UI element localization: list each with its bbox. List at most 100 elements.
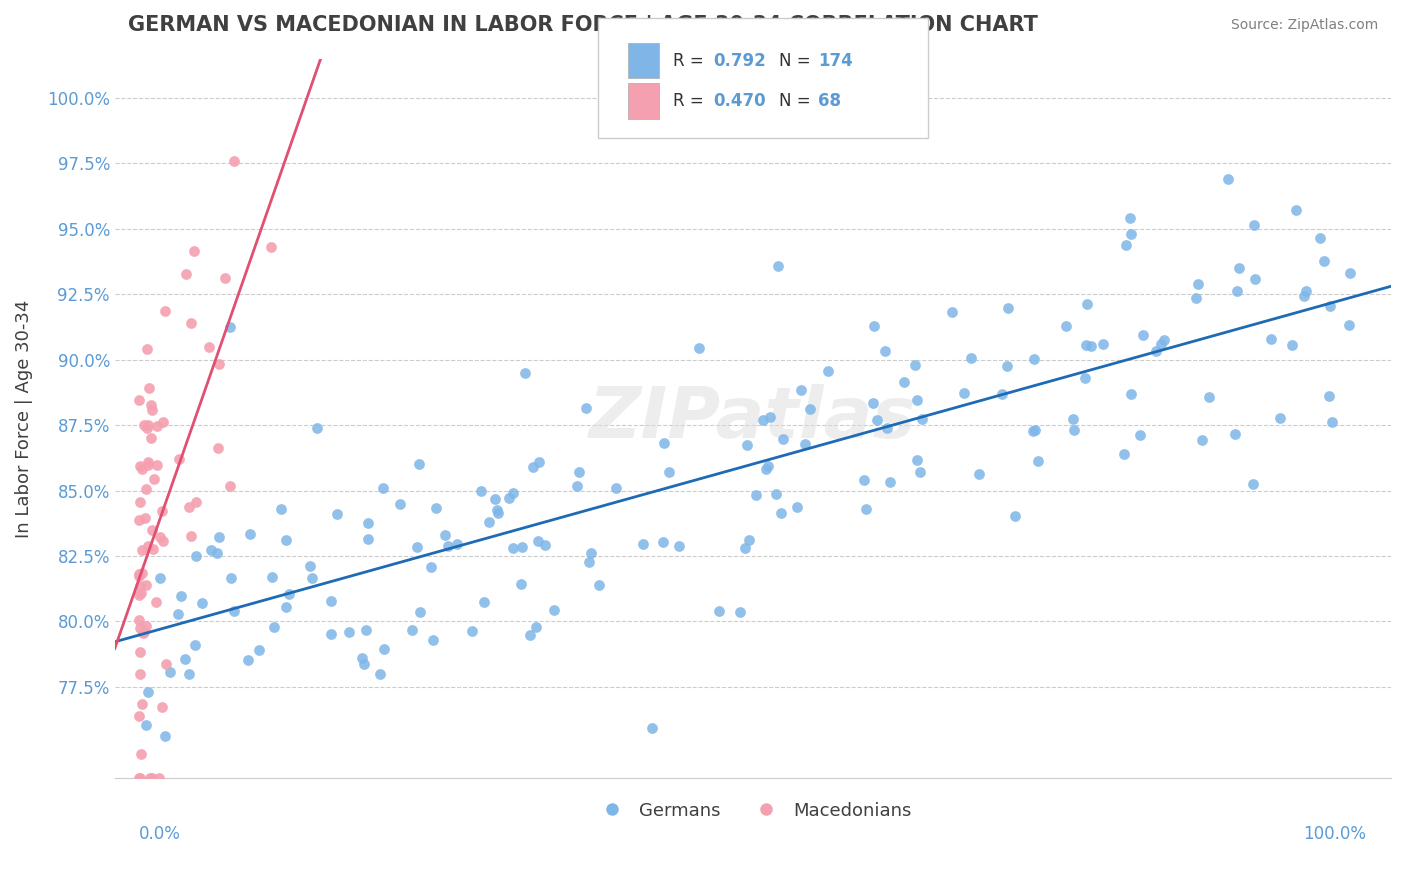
Point xyxy=(278,587,301,601)
Point xyxy=(167,607,190,621)
Text: R =: R = xyxy=(673,92,710,110)
Text: 100.0%: 100.0% xyxy=(1303,825,1367,844)
Point xyxy=(1285,203,1308,218)
Point xyxy=(128,613,150,627)
Point xyxy=(588,577,610,591)
Point xyxy=(174,268,197,282)
Point xyxy=(274,533,297,547)
Point xyxy=(437,540,460,554)
Point xyxy=(139,772,162,786)
Point xyxy=(224,154,246,169)
Point xyxy=(1339,266,1361,280)
Text: 0.0%: 0.0% xyxy=(139,825,181,844)
Point xyxy=(128,569,150,583)
Point xyxy=(129,747,152,761)
Point xyxy=(128,667,150,681)
Point xyxy=(1320,415,1343,429)
Point xyxy=(565,479,588,493)
Text: ZIPatlas: ZIPatlas xyxy=(589,384,917,453)
Point xyxy=(276,600,298,615)
Point xyxy=(236,653,259,667)
Point xyxy=(128,645,150,659)
Point xyxy=(640,721,662,735)
Point xyxy=(817,363,839,377)
Point xyxy=(728,605,751,619)
Point xyxy=(354,623,377,637)
Point xyxy=(486,506,509,520)
Point xyxy=(263,620,285,634)
Point xyxy=(1243,218,1265,232)
Point xyxy=(142,472,165,486)
Point xyxy=(141,398,163,412)
Point xyxy=(631,537,654,551)
Point xyxy=(219,571,242,585)
Point xyxy=(799,401,821,416)
Point xyxy=(128,579,150,593)
Point xyxy=(136,684,159,698)
Point xyxy=(1074,370,1097,384)
Point xyxy=(953,386,976,401)
Point xyxy=(132,624,155,639)
Point xyxy=(155,304,177,318)
Point xyxy=(247,643,270,657)
Point xyxy=(219,479,242,493)
Point xyxy=(527,533,550,548)
Point xyxy=(1313,254,1336,268)
Point xyxy=(1022,424,1045,438)
Point xyxy=(208,358,231,372)
Point xyxy=(207,545,229,559)
Point xyxy=(184,638,207,652)
Point xyxy=(1112,447,1135,461)
Point xyxy=(756,458,779,473)
Point xyxy=(135,717,157,731)
Point xyxy=(198,340,221,354)
Point xyxy=(745,488,768,502)
Point xyxy=(765,487,787,501)
Point xyxy=(967,467,990,481)
Point xyxy=(734,541,756,555)
Text: 68: 68 xyxy=(818,92,841,110)
Point xyxy=(180,529,202,543)
Point xyxy=(145,595,167,609)
Point xyxy=(1260,333,1282,347)
Point xyxy=(1317,389,1340,403)
Text: 0.792: 0.792 xyxy=(713,52,766,70)
Point xyxy=(148,530,170,544)
Point xyxy=(652,435,675,450)
Point xyxy=(184,495,207,509)
Point xyxy=(876,421,898,435)
Point xyxy=(786,500,808,514)
Point xyxy=(1292,289,1315,303)
Point xyxy=(148,772,170,786)
Point xyxy=(270,501,292,516)
Point xyxy=(755,462,778,476)
Point xyxy=(207,441,229,455)
Point xyxy=(134,511,156,525)
Point xyxy=(167,452,190,467)
Point xyxy=(373,481,395,495)
Point xyxy=(1091,336,1114,351)
Point xyxy=(337,625,360,640)
Point xyxy=(319,627,342,641)
Point xyxy=(425,501,447,516)
Point xyxy=(1121,227,1143,241)
Point xyxy=(1022,351,1045,366)
Point xyxy=(141,432,163,446)
Point xyxy=(239,527,262,541)
Point xyxy=(131,566,153,580)
Point xyxy=(155,657,177,671)
Point xyxy=(1144,344,1167,359)
Point xyxy=(1184,291,1206,305)
Point xyxy=(141,772,163,786)
Point xyxy=(142,542,165,557)
Point xyxy=(150,504,173,518)
Point xyxy=(1119,211,1142,225)
Point xyxy=(862,396,884,410)
Point xyxy=(128,708,150,723)
Point xyxy=(357,532,380,546)
Point xyxy=(470,484,492,499)
Point xyxy=(129,495,152,509)
Point xyxy=(574,401,596,415)
Point xyxy=(131,462,153,476)
Point xyxy=(132,625,155,640)
